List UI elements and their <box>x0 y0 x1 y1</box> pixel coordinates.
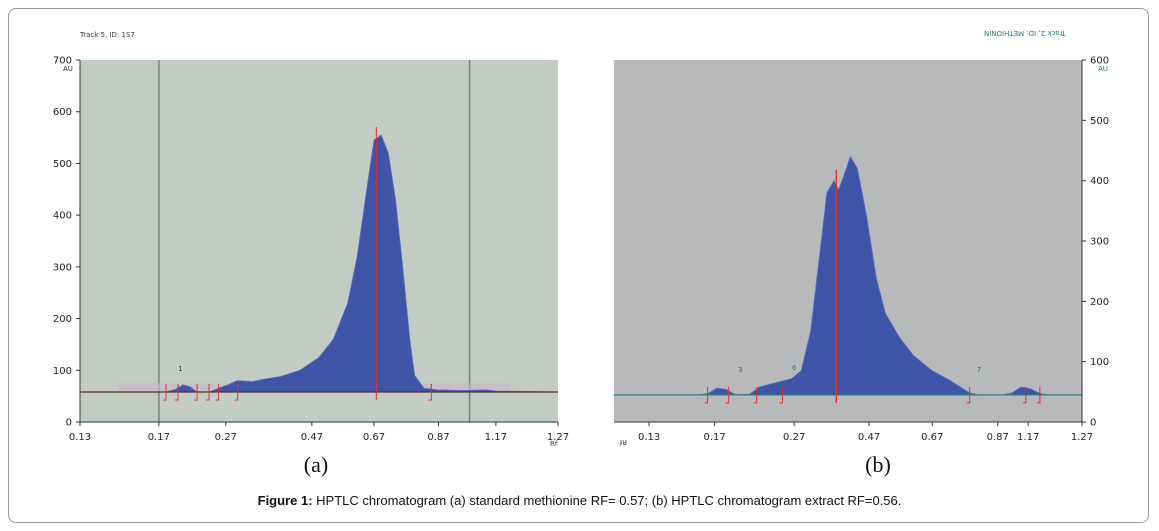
figure-caption: Figure 1: HPTLC chromatogram (a) standar… <box>0 493 1159 508</box>
panel-b-y-tick-label: 400 <box>1090 176 1109 187</box>
panel-a-integration-marker <box>215 384 220 401</box>
panel-b-header: Track 2, ID: METHIONIN <box>984 29 1067 37</box>
panel-a-x-tick-label: 0.47 <box>301 432 323 443</box>
panel-a-integration-marker <box>206 384 210 401</box>
panel-a-y-unit: AU <box>63 65 73 73</box>
panel-b-y-tick-label: 500 <box>1090 116 1109 127</box>
panel-b-x-unit: Rf <box>619 438 627 446</box>
panel-b-peak-label: 6 <box>792 364 797 372</box>
panel-a-x-tick-label: 1.27 <box>547 432 569 443</box>
panel-a-x-tick-label: 1.17 <box>485 432 507 443</box>
panel-b-y-tick-label: 200 <box>1090 297 1109 308</box>
panel-a-y-tick-label: 600 <box>53 107 72 118</box>
panel-b-peak-label: 3 <box>738 366 742 374</box>
panel-b-integration-marker <box>1022 386 1027 404</box>
panel-b-integration-marker <box>725 386 730 404</box>
panel-a-y-tick-label: 500 <box>53 159 72 170</box>
panel-b-y-tick-label: 100 <box>1090 357 1109 368</box>
panel-a-integration-marker <box>234 384 239 401</box>
caption-text: HPTLC chromatogram (a) standard methioni… <box>312 493 902 508</box>
panel-a-y-tick-label: 200 <box>53 314 72 325</box>
panel-b-integration-marker <box>1036 386 1041 404</box>
panel-a-trace-line <box>79 134 559 393</box>
panel-a-peak-label: 1 <box>178 365 182 373</box>
panel-a-x-tick-label: 0.13 <box>69 432 91 443</box>
panel-b-x-tick-label: 0.27 <box>783 432 805 443</box>
panel-b-x-tick-label: 0.17 <box>703 432 725 443</box>
panel-b-integration-marker <box>779 386 783 404</box>
panel-b-x-tick-label: 0.13 <box>638 432 660 443</box>
chart-panel-b: Track 2, ID: METHIONIN AU Rf (b) 3 6 7 0 100… <box>613 29 1109 477</box>
panel-a-x-tick-label: 0.27 <box>215 432 237 443</box>
panel-b-y-tick-label: 600 <box>1090 56 1109 67</box>
panel-a-integration-marker <box>174 384 179 401</box>
panel-a-x-unit: Rf <box>550 440 558 448</box>
panel-b-y-unit: AU <box>1098 65 1108 73</box>
panel-a-y-tick-label: 100 <box>53 366 72 377</box>
panel-b-x-tick-label: 1.17 <box>1017 432 1039 443</box>
panel-b-integration-marker <box>966 386 971 404</box>
panel-a-x-tick-label: 0.17 <box>148 432 170 443</box>
panel-b-x-tick-label: 0.67 <box>921 432 943 443</box>
panel-a-label: (a) <box>304 452 328 477</box>
caption-prefix: Figure 1: <box>257 493 313 508</box>
panel-b-y-tick-label: 300 <box>1090 237 1109 248</box>
panel-a-y-tick-label: 300 <box>53 262 72 273</box>
panel-a-header: Track 5, ID: 1S7 <box>79 31 135 39</box>
panel-b-x-tick-label: 0.47 <box>858 432 880 443</box>
chart-panel-a: Track 5, ID: 1S7 AU Rf (a) 1 0 100 200 300 40… <box>53 31 569 477</box>
panel-b-integration-marker <box>704 386 709 404</box>
panel-b-x-tick-label: 1.27 <box>1071 432 1093 443</box>
panel-a-integration-marker <box>428 384 432 401</box>
panel-a-y-tick-label: 400 <box>53 211 72 222</box>
panel-b-integration-marker <box>753 386 758 404</box>
chromatogram-figure: Track 5, ID: 1S7 AU Rf (a) 1 0 100 200 300 40… <box>53 29 1109 477</box>
panel-a-x-tick-label: 0.67 <box>363 432 385 443</box>
figure-frame <box>8 8 1149 523</box>
panel-a-integration-marker <box>163 384 167 401</box>
panel-b-label: (b) <box>865 452 891 477</box>
panel-b-peak-label: 7 <box>977 366 981 374</box>
panel-b-x-tick-label: 0.87 <box>987 432 1009 443</box>
panel-a-y-tick-label: 0 <box>66 418 72 429</box>
panel-b-y-tick-label: 0 <box>1090 418 1096 429</box>
panel-a-y-tick-label: 700 <box>53 56 72 67</box>
panel-a-integration-marker <box>194 384 198 401</box>
panel-a-x-tick-label: 0.87 <box>427 432 449 443</box>
panel-b-peak-area <box>614 156 1082 395</box>
